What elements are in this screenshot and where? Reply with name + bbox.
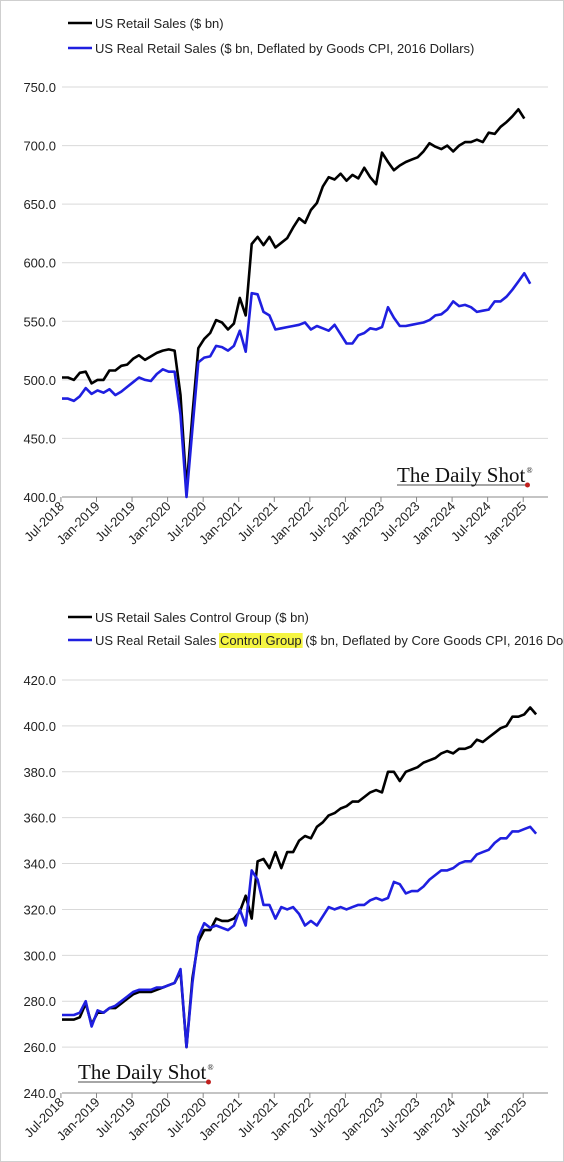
brand-registered-icon: ® xyxy=(526,466,532,475)
chart-2: 420.0 400.0 380.0 360.0 340.0 320.0 300.0 280.0… xyxy=(21,610,564,1143)
y-tick-label: 300.0 xyxy=(23,948,56,963)
y-tick-label: 650.0 xyxy=(23,197,56,212)
y-tick-label: 500.0 xyxy=(23,373,56,388)
y-tick-label: 450.0 xyxy=(23,431,56,446)
y-tick-label: 320.0 xyxy=(23,902,56,917)
brand-logo: The Daily Shot xyxy=(78,1060,206,1084)
brand-registered-icon: ® xyxy=(207,1063,213,1072)
series-line-2 xyxy=(62,271,532,499)
y-tick-label: 260.0 xyxy=(23,1040,56,1055)
y-tick-label: 400.0 xyxy=(23,490,56,505)
series-line-2 xyxy=(62,825,538,1049)
y-tick-label: 750.0 xyxy=(23,80,56,95)
series-line-1 xyxy=(62,706,538,1049)
series-line-1 xyxy=(62,108,526,491)
brand-logo: The Daily Shot xyxy=(397,463,525,487)
legend-label: US Real Retail Sales Control Group ($ bn… xyxy=(95,633,564,648)
y-tick-label: 700.0 xyxy=(23,139,56,154)
brand-dot xyxy=(205,1079,211,1085)
chart-1: 750.0 700.0 650.0 600.0 550.0 500.0 450.0 400.0… xyxy=(21,16,548,547)
y-tick-label: 420.0 xyxy=(23,673,56,688)
y-tick-label: 360.0 xyxy=(23,811,56,826)
legend-highlight xyxy=(219,633,303,648)
brand-dot xyxy=(524,482,530,488)
y-tick-label: 400.0 xyxy=(23,719,56,734)
y-tick-label: 380.0 xyxy=(23,765,56,780)
y-tick-label: 600.0 xyxy=(23,256,56,271)
legend-label: US Retail Sales Control Group ($ bn) xyxy=(95,610,309,625)
legend-highlight-text: Control Group xyxy=(220,633,302,648)
y-tick-label: 280.0 xyxy=(23,994,56,1009)
legend-label: US Retail Sales ($ bn) xyxy=(95,16,224,31)
y-tick-label: 340.0 xyxy=(23,857,56,872)
y-tick-label: 550.0 xyxy=(23,314,56,329)
legend-label: US Real Retail Sales ($ bn, Deflated by … xyxy=(95,41,474,56)
y-tick-label: 240.0 xyxy=(23,1086,56,1101)
